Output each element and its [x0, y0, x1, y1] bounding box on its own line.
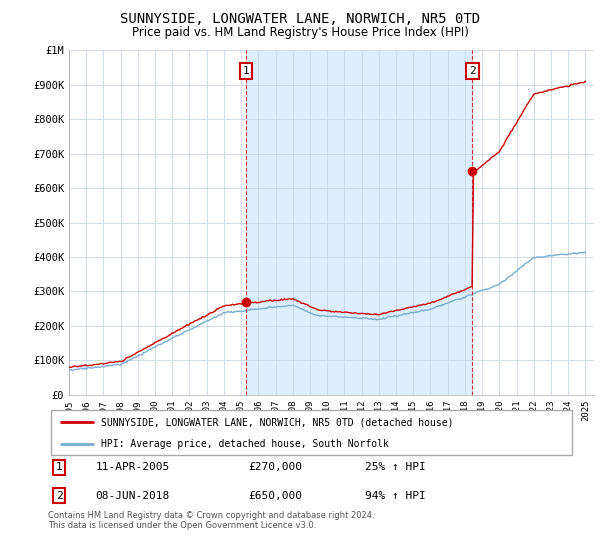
Bar [246, 50, 472, 395]
Text: 2: 2 [469, 66, 476, 76]
Text: 2: 2 [56, 491, 62, 501]
Text: SUNNYSIDE, LONGWATER LANE, NORWICH, NR5 0TD (detached house): SUNNYSIDE, LONGWATER LANE, NORWICH, NR5 … [101, 417, 454, 427]
Text: £650,000: £650,000 [248, 491, 302, 501]
Text: 1: 1 [242, 66, 250, 76]
Text: Price paid vs. HM Land Registry's House Price Index (HPI): Price paid vs. HM Land Registry's House … [131, 26, 469, 39]
Text: SUNNYSIDE, LONGWATER LANE, NORWICH, NR5 0TD: SUNNYSIDE, LONGWATER LANE, NORWICH, NR5 … [120, 12, 480, 26]
Text: 25% ↑ HPI: 25% ↑ HPI [365, 463, 425, 473]
Text: 11-APR-2005: 11-APR-2005 [95, 463, 170, 473]
Text: £270,000: £270,000 [248, 463, 302, 473]
FancyBboxPatch shape [50, 410, 572, 455]
Text: 1: 1 [56, 463, 62, 473]
Text: HPI: Average price, detached house, South Norfolk: HPI: Average price, detached house, Sout… [101, 439, 389, 449]
Text: Contains HM Land Registry data © Crown copyright and database right 2024.
This d: Contains HM Land Registry data © Crown c… [48, 511, 374, 530]
Text: 94% ↑ HPI: 94% ↑ HPI [365, 491, 425, 501]
Text: 08-JUN-2018: 08-JUN-2018 [95, 491, 170, 501]
